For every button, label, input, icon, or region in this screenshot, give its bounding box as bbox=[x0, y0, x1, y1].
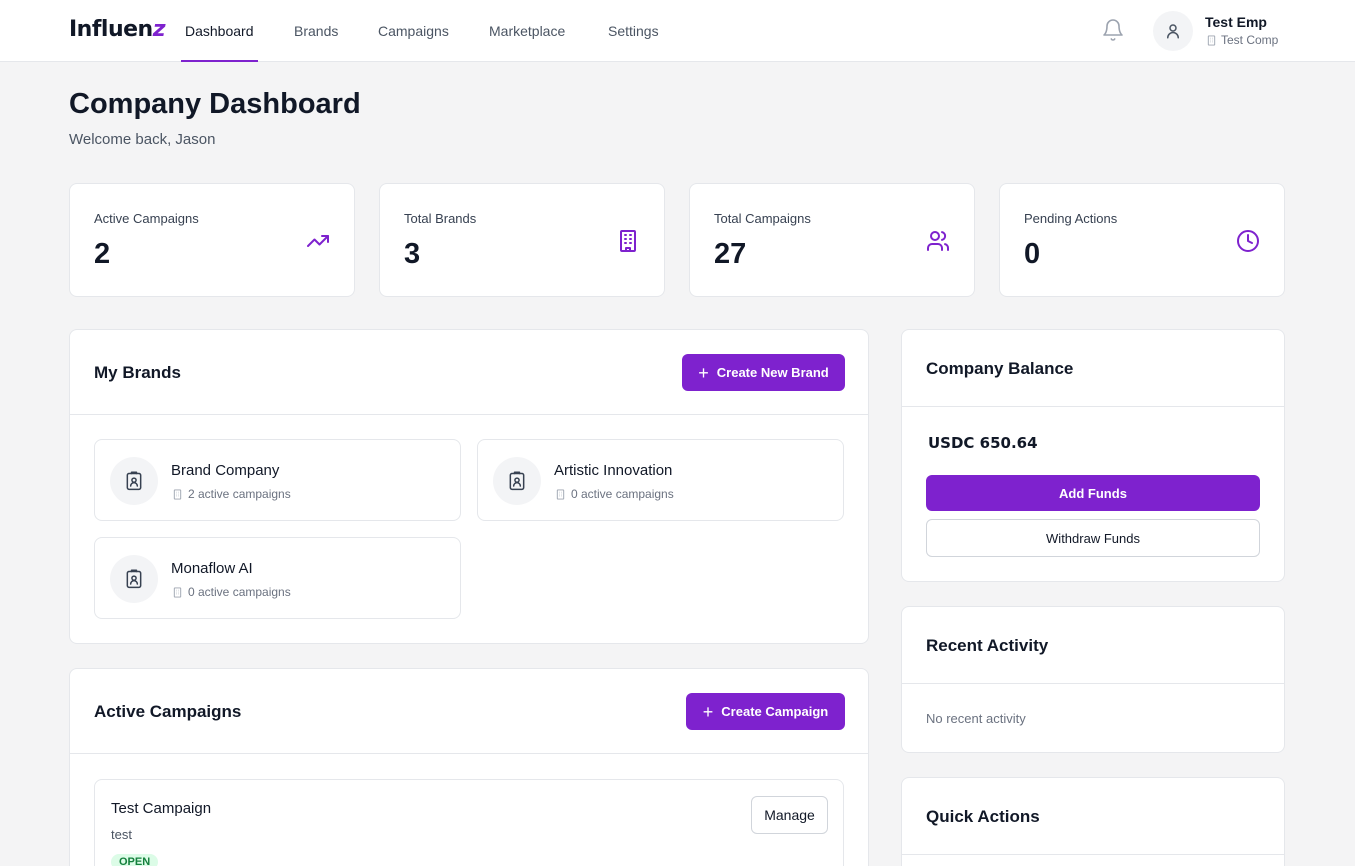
brand-meta: 0 active campaigns bbox=[172, 585, 291, 599]
stat-value: 3 bbox=[404, 238, 421, 270]
my-brands-panel: My Brands + Create New Brand Brand Compa… bbox=[69, 329, 869, 644]
stat-label: Active Campaigns bbox=[94, 211, 199, 226]
active-campaigns-panel: Active Campaigns + Create Campaign Test … bbox=[69, 668, 869, 866]
badge-icon bbox=[509, 471, 525, 491]
section-title: Active Campaigns bbox=[94, 702, 242, 721]
brand-card[interactable]: Monaflow AI 0 active campaigns bbox=[94, 537, 461, 619]
status-badge: OPEN bbox=[111, 854, 159, 866]
create-campaign-button[interactable]: + Create Campaign bbox=[686, 693, 845, 730]
top-navbar: Influenz Dashboard Brands Campaigns Mark… bbox=[0, 0, 1355, 62]
manage-button[interactable]: Manage bbox=[751, 796, 828, 834]
user-name[interactable]: Test Emp bbox=[1205, 14, 1267, 30]
tab-campaigns[interactable]: Campaigns bbox=[378, 23, 449, 39]
create-new-brand-button[interactable]: + Create New Brand bbox=[682, 354, 845, 391]
divider bbox=[70, 753, 868, 754]
tab-brands[interactable]: Brands bbox=[294, 23, 339, 39]
withdraw-funds-button[interactable]: Withdraw Funds bbox=[926, 519, 1260, 557]
brand-avatar bbox=[493, 457, 541, 505]
user-icon bbox=[1167, 24, 1179, 39]
brand-meta: 2 active campaigns bbox=[172, 487, 291, 501]
building-icon bbox=[1207, 34, 1216, 46]
brand-card[interactable]: Brand Company 2 active campaigns bbox=[94, 439, 461, 521]
balance-value: USDC 650.64 bbox=[928, 434, 1038, 452]
stat-value: 27 bbox=[714, 238, 747, 270]
brand-avatar bbox=[110, 555, 158, 603]
stat-card-total-brands: Total Brands 3 bbox=[379, 183, 665, 297]
stat-card-total-campaigns: Total Campaigns 27 bbox=[689, 183, 975, 297]
plus-icon: + bbox=[698, 362, 709, 383]
empty-state-text: No recent activity bbox=[926, 711, 1026, 726]
stat-card-active-campaigns: Active Campaigns 2 bbox=[69, 183, 355, 297]
section-title: Company Balance bbox=[926, 359, 1074, 378]
building-icon bbox=[556, 488, 565, 500]
building-icon bbox=[173, 488, 182, 500]
divider bbox=[902, 406, 1284, 407]
brand-name: Artistic Innovation bbox=[554, 462, 673, 479]
brand-meta: 0 active campaigns bbox=[555, 487, 674, 501]
brand-name: Brand Company bbox=[171, 462, 280, 479]
brand-avatar bbox=[110, 457, 158, 505]
app-logo[interactable]: Influenz bbox=[69, 17, 166, 42]
avatar[interactable] bbox=[1153, 11, 1193, 51]
section-title: My Brands bbox=[94, 363, 181, 382]
users-icon bbox=[927, 231, 950, 251]
section-title: Recent Activity bbox=[926, 636, 1049, 655]
stat-label: Pending Actions bbox=[1024, 211, 1118, 226]
page-title: Company Dashboard bbox=[69, 88, 361, 120]
stat-card-pending-actions: Pending Actions 0 bbox=[999, 183, 1285, 297]
page-subtitle: Welcome back, Jason bbox=[69, 131, 216, 148]
bell-icon[interactable] bbox=[1101, 18, 1125, 42]
stat-label: Total Campaigns bbox=[714, 211, 811, 226]
campaign-description: test bbox=[111, 827, 132, 842]
campaign-card[interactable]: Test Campaign test OPEN Manage bbox=[94, 779, 844, 866]
stat-value: 2 bbox=[94, 238, 111, 270]
user-company: Test Comp bbox=[1206, 33, 1278, 47]
campaign-title: Test Campaign bbox=[111, 800, 212, 817]
brand-name: Monaflow AI bbox=[171, 560, 253, 577]
building-icon bbox=[620, 230, 636, 252]
tab-dashboard[interactable]: Dashboard bbox=[181, 0, 257, 62]
quick-actions-panel: Quick Actions bbox=[901, 777, 1285, 866]
section-title: Quick Actions bbox=[926, 807, 1040, 826]
divider bbox=[902, 854, 1284, 855]
company-balance-panel: Company Balance USDC 650.64 Add Funds Wi… bbox=[901, 329, 1285, 582]
brand-card[interactable]: Artistic Innovation 0 active campaigns bbox=[477, 439, 844, 521]
tab-marketplace[interactable]: Marketplace bbox=[489, 23, 566, 39]
divider bbox=[70, 414, 868, 415]
building-icon bbox=[173, 586, 182, 598]
clock-icon bbox=[1237, 230, 1259, 252]
trending-up-icon bbox=[307, 235, 329, 247]
stat-label: Total Brands bbox=[404, 211, 477, 226]
plus-icon: + bbox=[702, 701, 714, 722]
stat-value: 0 bbox=[1024, 238, 1041, 270]
badge-icon bbox=[126, 471, 142, 491]
divider bbox=[902, 683, 1284, 684]
badge-icon bbox=[126, 569, 142, 589]
recent-activity-panel: Recent Activity No recent activity bbox=[901, 606, 1285, 753]
tab-settings[interactable]: Settings bbox=[608, 23, 659, 39]
add-funds-button[interactable]: Add Funds bbox=[926, 475, 1260, 511]
